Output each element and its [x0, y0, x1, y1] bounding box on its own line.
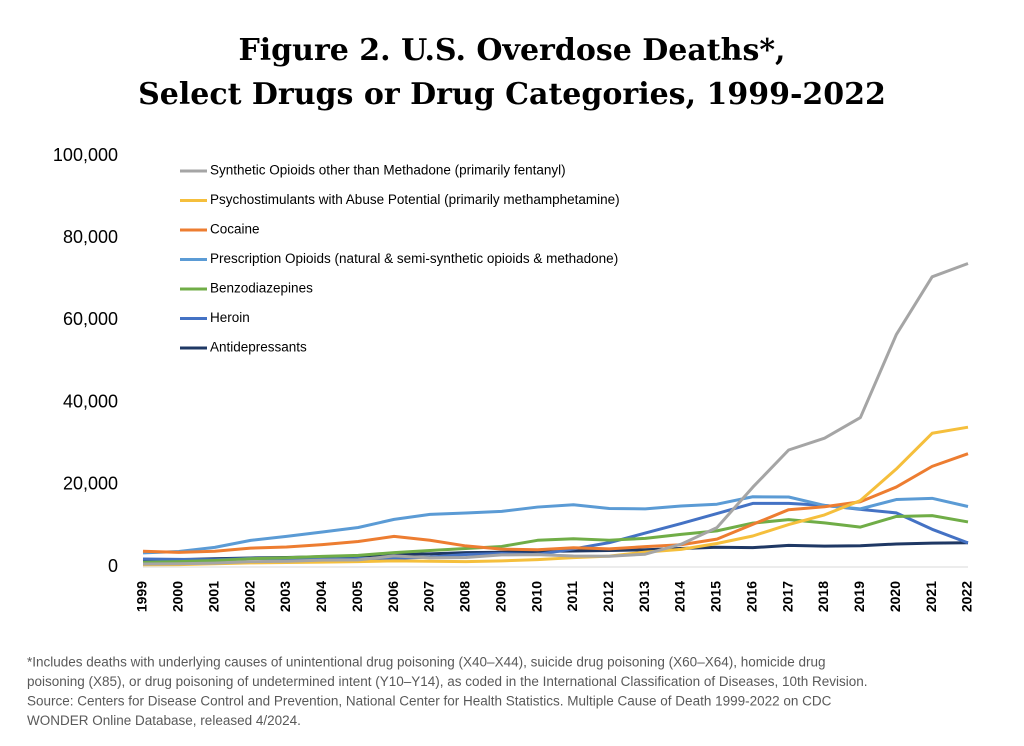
- legend-label: Heroin: [210, 310, 250, 325]
- x-tick-label: 2003: [277, 581, 293, 612]
- y-tick-label: 40,000: [63, 391, 118, 411]
- footnote: Source: Centers for Disease Control and …: [27, 694, 832, 709]
- x-tick-label: 2022: [959, 581, 975, 612]
- x-tick-label: 1999: [134, 581, 150, 612]
- footnote: poisoning (X85), or drug poisoning of un…: [27, 674, 868, 689]
- x-tick-label: 2011: [564, 581, 580, 612]
- x-tick-label: 2009: [492, 581, 508, 612]
- series-line: [142, 425, 969, 567]
- chart-title: Select Drugs or Drug Categories, 1999-20…: [138, 77, 886, 112]
- legend-label: Prescription Opioids (natural & semi-syn…: [210, 251, 618, 266]
- x-tick-label: 2008: [457, 581, 473, 612]
- footnote: *Includes deaths with underlying causes …: [27, 655, 826, 670]
- chart-title: Figure 2. U.S. Overdose Deaths*,: [238, 33, 785, 68]
- legend-label: Synthetic Opioids other than Methadone (…: [210, 163, 566, 178]
- legend-label: Psychostimulants with Abuse Potential (p…: [210, 192, 620, 207]
- series-line: [142, 501, 969, 562]
- x-tick-label: 2017: [779, 581, 795, 612]
- x-tick-label: 2001: [205, 581, 221, 612]
- footnote: WONDER Online Database, released 4/2024.: [27, 713, 301, 728]
- x-tick-label: 2002: [241, 581, 257, 612]
- x-tick-label: 2020: [887, 581, 903, 612]
- legend-label: Cocaine: [210, 222, 260, 237]
- y-tick-label: 100,000: [53, 145, 118, 165]
- x-tick-label: 2021: [923, 581, 939, 612]
- x-tick-label: 2010: [528, 581, 544, 612]
- x-tick-label: 2014: [672, 581, 688, 612]
- legend-label: Benzodiazepines: [210, 281, 313, 296]
- series-line: [142, 452, 969, 554]
- y-tick-label: 0: [108, 556, 118, 576]
- x-tick-label: 2000: [170, 581, 186, 612]
- x-tick-label: 2018: [815, 581, 831, 612]
- x-tick-label: 2019: [851, 581, 867, 612]
- x-tick-label: 2005: [349, 581, 365, 612]
- y-tick-label: 80,000: [63, 227, 118, 247]
- x-tick-label: 2007: [421, 581, 437, 612]
- x-tick-label: 2004: [313, 581, 329, 612]
- x-tick-label: 2006: [385, 581, 401, 612]
- y-tick-label: 60,000: [63, 309, 118, 329]
- x-tick-label: 2012: [600, 581, 616, 612]
- series-line: [142, 262, 969, 566]
- y-tick-label: 20,000: [63, 474, 118, 494]
- x-tick-label: 2015: [708, 581, 724, 612]
- x-tick-label: 2013: [636, 581, 652, 612]
- x-tick-label: 2016: [743, 581, 759, 612]
- legend-label: Antidepressants: [210, 340, 307, 355]
- series-line: [142, 514, 969, 564]
